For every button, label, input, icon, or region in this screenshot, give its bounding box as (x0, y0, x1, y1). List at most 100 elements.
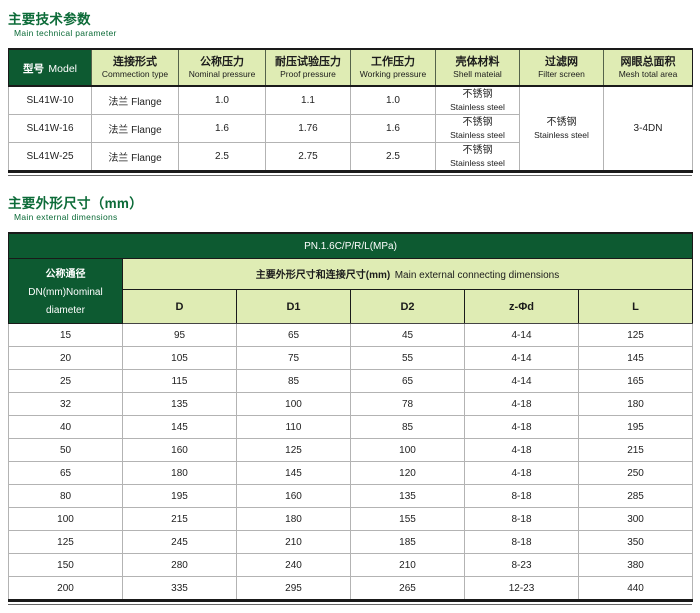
header-cell-working-pressure: 工作压力 Working pressure (350, 49, 436, 88)
header-proof-en: Proof pressure (280, 69, 336, 80)
table1-row-sl41w-16: SL41W-16 法兰 Flange 1.6 1.76 1.6 不锈钢 Stai… (8, 114, 693, 144)
dimensions-table: PN.1.6C/P/R/L(MPa) 公称通径 DN(mm)Nominal di… (8, 232, 694, 603)
cell-connection-en: Flange (131, 125, 162, 137)
header-shell-en: Shell mateial (453, 69, 502, 80)
cell-shell-material: 不锈钢 Stainless steel (435, 142, 520, 173)
table2-row-dn40: 40 145 110 85 4-18 195 (8, 415, 694, 440)
header-model-en: Model (48, 62, 78, 75)
header-nominal-zh: 公称压力 (200, 55, 244, 68)
cell-dn: 50 (8, 438, 123, 463)
cell-connection-en: Flange (131, 97, 162, 109)
section-title-dimensions-zh: 主要外形尺寸（mm） (8, 196, 144, 212)
table1-bottom-rule (8, 175, 692, 177)
cell-dn: 20 (8, 346, 123, 371)
cell-shell-en: Stainless steel (450, 157, 505, 168)
table2-row-dn50: 50 160 125 100 4-18 215 (8, 438, 694, 463)
header-cell-connecting-dimensions: 主要外形尺寸和连接尺寸(mm) Main external connecting… (122, 258, 693, 291)
cell-L: 285 (577, 484, 694, 509)
cell-L: 300 (577, 507, 694, 532)
cell-zPhid: 4-14 (464, 323, 579, 348)
cell-L: 215 (577, 438, 694, 463)
cell-D: 135 (122, 392, 237, 417)
header-shell-zh: 壳体材料 (455, 55, 500, 68)
header-cell-connection-type: 连接形式 Commection type (91, 49, 179, 88)
cell-D2: 265 (350, 576, 465, 602)
cell-dn: 150 (8, 553, 123, 578)
table2-row-dn20: 20 105 75 55 4-14 145 (8, 346, 694, 371)
cell-shell-material: 不锈钢 Stainless steel (435, 114, 520, 144)
cell-dn: 32 (8, 392, 123, 417)
cell-shell-zh: 不锈钢 (462, 117, 493, 129)
cell-nominal: 1.0 (178, 85, 266, 116)
cell-zPhid: 4-18 (464, 438, 579, 463)
cell-zPhid: 8-18 (464, 484, 579, 509)
cell-D1: 65 (236, 323, 351, 348)
cell-D: 95 (122, 323, 237, 348)
table1-row-sl41w-25: SL41W-25 法兰 Flange 2.5 2.75 2.5 不锈钢 Stai… (8, 142, 693, 173)
cell-D1: 160 (236, 484, 351, 509)
cell-proof: 1.76 (265, 114, 351, 144)
cell-connection: 法兰 Flange (91, 85, 179, 116)
cell-D: 245 (122, 530, 237, 555)
header-filter-en: Filter screen (538, 69, 585, 80)
cell-L: 125 (577, 323, 694, 348)
header-connecting-en: Main external connecting dimensions (394, 270, 560, 282)
cell-D1: 110 (236, 415, 351, 440)
cell-dn: 125 (8, 530, 123, 555)
cell-connection: 法兰 Flange (91, 114, 179, 144)
cell-proof: 2.75 (265, 142, 351, 173)
cell-D: 195 (122, 484, 237, 509)
header-connection-en: Commection type (101, 69, 169, 80)
cell-D1: 145 (236, 461, 351, 486)
cell-zPhid: 4-18 (464, 415, 579, 440)
cell-D1: 210 (236, 530, 351, 555)
header-cell-mesh-area: 网眼总面积 Mesh total area (603, 49, 693, 88)
cell-filter-zh: 不锈钢 (546, 117, 577, 129)
pn-class-bar: PN.1.6C/P/R/L(MPa) (8, 233, 693, 260)
table2-row-dn25: 25 115 85 65 4-14 165 (8, 369, 694, 394)
header-mesh-en: Mesh total area (618, 69, 678, 80)
cell-D: 335 (122, 576, 237, 602)
cell-D2: 78 (350, 392, 465, 417)
cell-model: SL41W-16 (8, 114, 92, 144)
header-cell-model: 型号 Model (8, 49, 92, 88)
cell-L: 180 (577, 392, 694, 417)
table2-row-dn65: 65 180 145 120 4-18 250 (8, 461, 694, 486)
cell-L: 165 (577, 369, 694, 394)
cell-D: 115 (122, 369, 237, 394)
cell-D2: 65 (350, 369, 465, 394)
table1-row-sl41w-10: SL41W-10 法兰 Flange 1.0 1.1 1.0 不锈钢 Stain… (8, 85, 693, 173)
cell-D: 105 (122, 346, 237, 371)
header-cell-D1: D1 (236, 289, 351, 325)
header-diameter-zh: 公称通径 (45, 269, 86, 281)
cell-D1: 100 (236, 392, 351, 417)
header-working-zh: 工作压力 (371, 55, 415, 68)
cell-dn: 65 (8, 461, 123, 486)
cell-D: 280 (122, 553, 237, 578)
cell-zPhid: 4-18 (464, 392, 579, 417)
header-proof-zh: 耐压试验压力 (275, 55, 341, 68)
technical-parameter-table: 型号 Model 连接形式 Commection type 公称压力 Nomin… (8, 48, 693, 174)
cell-dn: 80 (8, 484, 123, 509)
cell-filter-en: Stainless steel (534, 129, 589, 140)
cell-connection-en: Flange (131, 153, 162, 165)
cell-D1: 125 (236, 438, 351, 463)
header-mesh-zh: 网眼总面积 (620, 55, 676, 68)
cell-zPhid: 12-23 (464, 576, 579, 602)
header-cell-D: D (122, 289, 237, 325)
cell-D2: 135 (350, 484, 465, 509)
cell-filter-screen-merged: 不锈钢 Stainless steel (519, 85, 604, 173)
cell-L: 145 (577, 346, 694, 371)
cell-shell-en: Stainless steel (450, 129, 505, 140)
cell-dn: 25 (8, 369, 123, 394)
header-cell-L: L (577, 289, 693, 325)
section-title-dimensions: 主要外形尺寸（mm） Main external dimensions (8, 192, 692, 222)
cell-D2: 210 (350, 553, 465, 578)
header-cell-nominal-pressure: 公称压力 Nominal pressure (178, 49, 266, 88)
cell-D: 145 (122, 415, 237, 440)
cell-nominal: 2.5 (178, 142, 266, 173)
cell-D1: 85 (236, 369, 351, 394)
cell-D2: 55 (350, 346, 465, 371)
table2-row-dn200: 200 335 295 265 12-23 440 (8, 576, 694, 602)
cell-D2: 155 (350, 507, 465, 532)
